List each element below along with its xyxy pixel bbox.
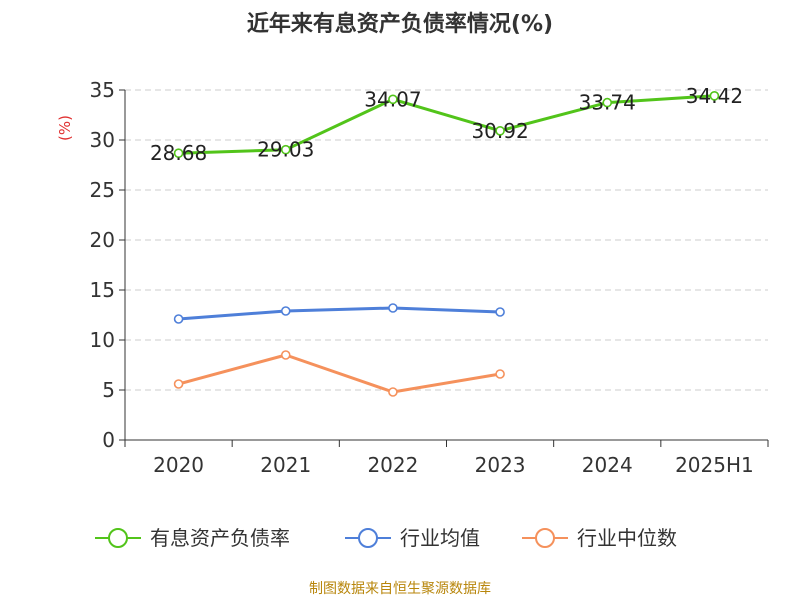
series-line-2: [178, 353, 501, 394]
data-label: 30.92: [471, 119, 528, 143]
legend-item-2[interactable]: 行业中位数: [522, 526, 677, 550]
data-point[interactable]: [388, 94, 398, 105]
x-tick-label: 2020: [153, 453, 204, 477]
data-label: 28.68: [150, 141, 207, 165]
data-point[interactable]: [280, 306, 291, 316]
y-tick-label: 5: [102, 378, 115, 402]
legend-label: 行业中位数: [577, 526, 677, 550]
y-tick-label: 0: [102, 428, 115, 452]
y-tick-label: 35: [90, 78, 115, 102]
y-tick-label: 20: [90, 228, 115, 252]
series-line-0: [178, 94, 715, 155]
data-labels: 28.68 29.03 34.07 30.92 33.74 34.42: [150, 84, 743, 165]
series-layer: [173, 91, 720, 397]
legend-label: 有息资产负债率: [150, 526, 290, 550]
legend-item-0[interactable]: 有息资产负债率: [95, 526, 290, 550]
data-point[interactable]: [495, 369, 505, 379]
data-label: 29.03: [257, 138, 314, 162]
x-tick-label: 2021: [260, 453, 311, 477]
data-label: 33.74: [579, 91, 636, 115]
data-point[interactable]: [709, 91, 720, 101]
data-point[interactable]: [173, 314, 184, 324]
series-line-1: [178, 306, 501, 321]
data-point[interactable]: [173, 148, 184, 158]
data-label: 34.42: [686, 84, 743, 108]
source-note: 制图数据来自恒生聚源数据库: [309, 581, 491, 597]
chart-title: 近年来有息资产负债率情况(%): [246, 12, 554, 37]
data-point[interactable]: [495, 126, 505, 136]
y-tick-label: 30: [90, 128, 115, 152]
x-tick-label: 2023: [475, 453, 526, 477]
y-tick-label: 25: [90, 178, 115, 202]
x-tick-label: 2025H1: [675, 453, 754, 477]
y-axis-label: (%): [56, 115, 74, 141]
data-point[interactable]: [388, 387, 398, 397]
data-point[interactable]: [173, 379, 184, 389]
data-point[interactable]: [388, 303, 398, 313]
data-point[interactable]: [602, 97, 613, 108]
y-tick-label: 15: [90, 278, 115, 302]
grid-lines: [125, 89, 768, 391]
data-label: 34.07: [364, 87, 421, 111]
legend[interactable]: 有息资产负债率 行业均值 行业中位数: [95, 526, 677, 550]
data-point[interactable]: [495, 307, 505, 317]
data-point[interactable]: [280, 144, 291, 155]
legend-marker: [535, 528, 555, 548]
legend-marker: [358, 528, 378, 548]
x-tick-label: 2024: [582, 453, 633, 477]
x-tick-label: 2022: [367, 453, 418, 477]
legend-marker: [108, 528, 128, 548]
data-point[interactable]: [280, 350, 291, 360]
y-tick-label: 10: [90, 328, 115, 352]
legend-label: 行业均值: [400, 526, 480, 550]
legend-item-1[interactable]: 行业均值: [345, 526, 480, 550]
axes: 0 5 10 15 20 25 30 35 (%) 2020 2021 2022 2023 2024 202…: [56, 78, 769, 477]
